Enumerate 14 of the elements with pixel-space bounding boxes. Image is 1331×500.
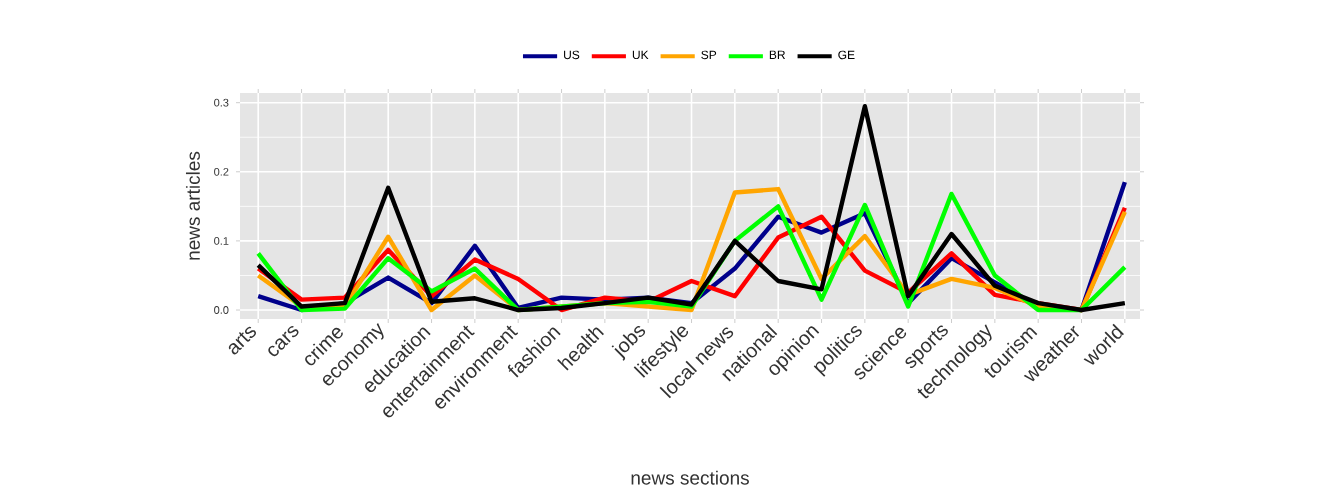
line-series bbox=[256, 103, 1128, 313]
legend-label: BR bbox=[769, 50, 786, 59]
y-tick-label: 0.0 bbox=[214, 306, 229, 314]
y-axis-title: news articles bbox=[185, 151, 200, 260]
legend-label: SP bbox=[701, 50, 717, 60]
y-tick-label: 0.1 bbox=[214, 237, 229, 245]
legend-label: GE bbox=[838, 50, 855, 60]
legend-label: US bbox=[564, 50, 580, 60]
y-tick-label: 0.3 bbox=[214, 98, 229, 107]
x-tick-label: arts bbox=[228, 326, 256, 355]
y-tick-label: 0.2 bbox=[214, 167, 229, 176]
x-axis-title: news sections bbox=[631, 470, 749, 485]
x-tick-label: cars bbox=[268, 326, 299, 357]
legend-label: UK bbox=[632, 50, 649, 60]
